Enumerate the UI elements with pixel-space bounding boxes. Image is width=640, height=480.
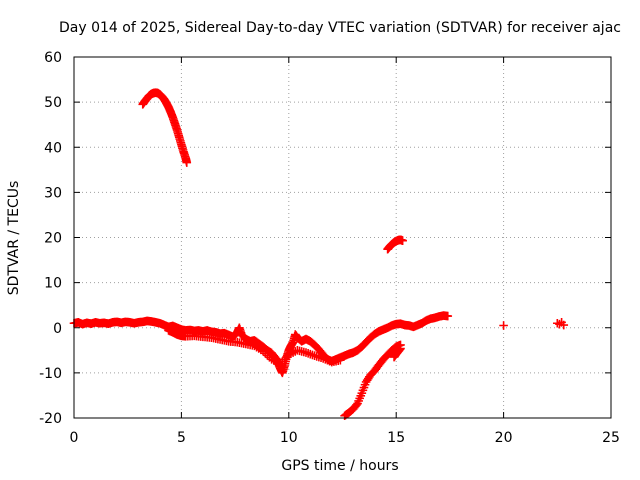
series-arc-high: [138, 88, 192, 167]
series-baseline: [69, 311, 453, 378]
x-tick-labels: 0 5 10 15 20 25: [70, 430, 620, 446]
series-arc-mid: [383, 235, 407, 254]
data-points: [69, 88, 569, 421]
x-tick-label: 5: [177, 430, 186, 446]
data-point: [499, 321, 508, 330]
y-tick-label: -20: [39, 411, 62, 427]
data-point: [443, 311, 453, 321]
series-isolated: [499, 318, 569, 330]
y-tick-label: 50: [44, 95, 62, 111]
y-axis-label: SDTVAR / TECUs: [6, 181, 22, 296]
y-tick-label: 60: [44, 50, 62, 66]
y-tick-label: 0: [53, 321, 62, 337]
series-arc-low-tail: [389, 344, 405, 362]
data-point: [336, 355, 345, 365]
data-point: [398, 236, 407, 245]
y-tick-labels: -20 -10 0 10 20 30 40 50 60: [39, 50, 62, 427]
chart-title: Day 014 of 2025, Sidereal Day-to-day VTE…: [59, 20, 621, 36]
series-baseline-lower: [164, 326, 345, 369]
x-tick-label: 0: [70, 430, 79, 446]
data-point: [396, 344, 405, 353]
y-tick-label: 10: [44, 276, 62, 292]
x-axis-label: GPS time / hours: [281, 458, 398, 474]
grid: [74, 57, 611, 418]
y-tick-label: 20: [44, 231, 62, 247]
series-arc-low: [340, 340, 405, 421]
data-point: [559, 320, 569, 330]
y-tick-label: -10: [39, 366, 62, 382]
x-tick-label: 15: [387, 430, 405, 446]
y-tick-label: 30: [44, 185, 62, 201]
y-tick-label: 40: [44, 140, 62, 156]
x-tick-label: 20: [495, 430, 513, 446]
x-tick-label: 25: [602, 430, 620, 446]
plot-frame: [73, 56, 612, 419]
x-tick-label: 10: [280, 430, 298, 446]
data-point: [182, 158, 192, 167]
